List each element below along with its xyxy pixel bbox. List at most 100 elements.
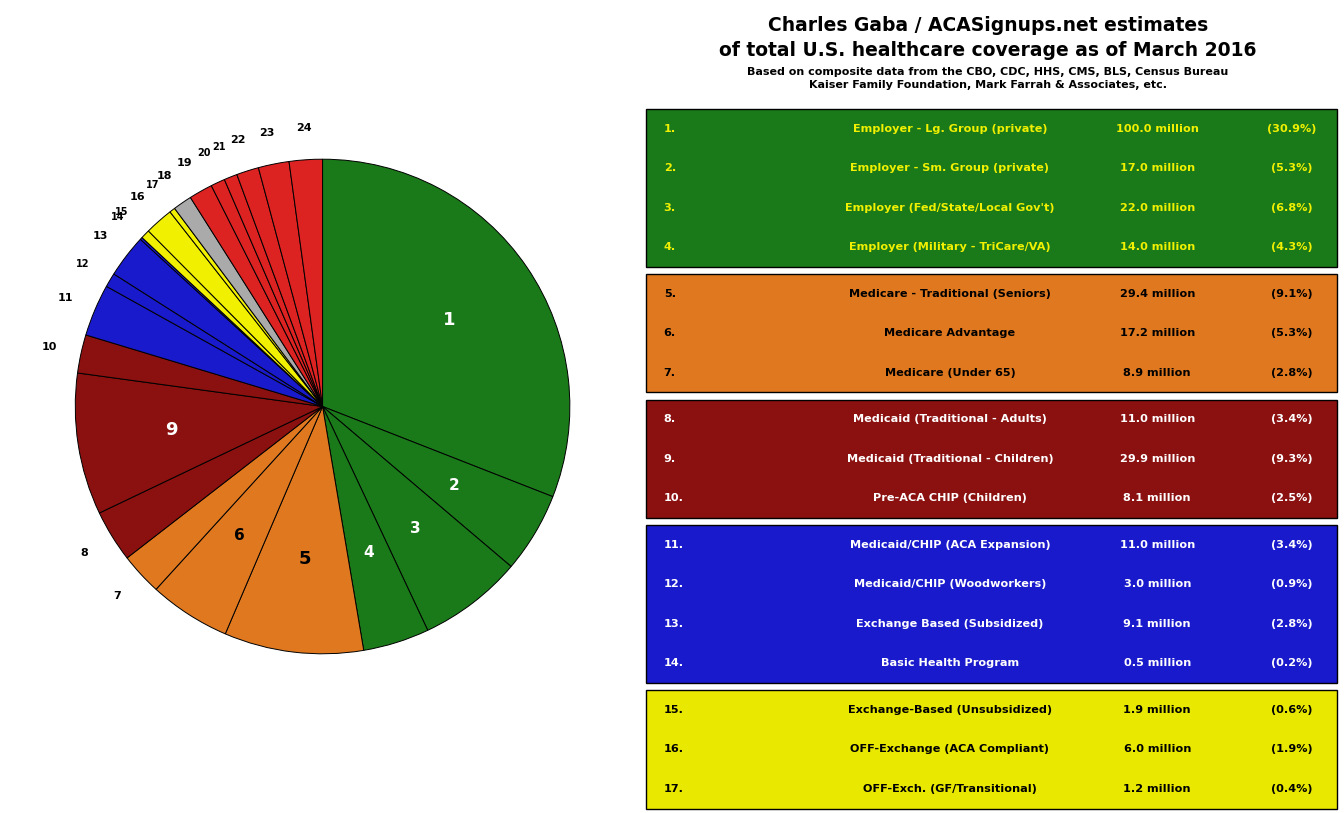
Text: 29.9 million: 29.9 million	[1120, 454, 1195, 463]
Text: 16: 16	[130, 192, 145, 202]
Text: 3: 3	[410, 521, 421, 536]
Text: 11: 11	[58, 293, 73, 302]
Text: 17.0 million: 17.0 million	[1120, 163, 1195, 173]
Text: Employer (Fed/State/Local Gov't): Employer (Fed/State/Local Gov't)	[845, 202, 1055, 212]
Wedge shape	[106, 274, 323, 406]
Text: 18: 18	[156, 172, 172, 181]
Text: 22.0 million: 22.0 million	[1120, 202, 1195, 212]
Text: 17.: 17.	[664, 784, 684, 793]
Wedge shape	[323, 406, 427, 650]
Text: 8.1 million: 8.1 million	[1124, 493, 1191, 503]
Text: 11.: 11.	[664, 540, 684, 550]
Text: (0.4%): (0.4%)	[1271, 784, 1313, 793]
FancyBboxPatch shape	[646, 690, 1337, 809]
Text: 0.5 million: 0.5 million	[1124, 659, 1191, 668]
Text: Employer - Lg. Group (private): Employer - Lg. Group (private)	[852, 124, 1047, 133]
Wedge shape	[323, 406, 511, 630]
Text: (3.4%): (3.4%)	[1271, 540, 1313, 550]
Text: OFF-Exch. (GF/Transitional): OFF-Exch. (GF/Transitional)	[863, 784, 1036, 793]
Wedge shape	[258, 162, 323, 406]
Text: Medicaid (Traditional - Adults): Medicaid (Traditional - Adults)	[853, 415, 1047, 424]
Wedge shape	[323, 159, 570, 497]
Text: Medicare Advantage: Medicare Advantage	[884, 328, 1016, 338]
Wedge shape	[78, 335, 323, 406]
Text: 12: 12	[75, 259, 89, 268]
Wedge shape	[226, 406, 364, 654]
Text: Exchange Based (Subsidized): Exchange Based (Subsidized)	[856, 619, 1044, 628]
Text: 10: 10	[42, 342, 58, 352]
Text: 15: 15	[116, 207, 129, 217]
Text: (30.9%): (30.9%)	[1267, 124, 1317, 133]
Text: 12.: 12.	[664, 580, 684, 589]
Text: (5.3%): (5.3%)	[1271, 163, 1313, 173]
Text: 9: 9	[165, 421, 177, 439]
Text: 21: 21	[212, 142, 226, 152]
Text: Medicaid/CHIP (Woodworkers): Medicaid/CHIP (Woodworkers)	[853, 580, 1046, 589]
Text: Charles Gaba / ACASignups.net estimates: Charles Gaba / ACASignups.net estimates	[767, 16, 1208, 35]
Text: 8: 8	[81, 548, 89, 558]
Text: 22: 22	[230, 135, 246, 146]
Wedge shape	[156, 406, 323, 634]
Text: 1: 1	[444, 311, 456, 329]
Text: 24: 24	[296, 123, 312, 133]
Text: 17.2 million: 17.2 million	[1120, 328, 1195, 338]
Text: 6.0 million: 6.0 million	[1124, 745, 1191, 754]
Text: Medicaid/CHIP (ACA Expansion): Medicaid/CHIP (ACA Expansion)	[849, 540, 1050, 550]
Wedge shape	[114, 239, 323, 406]
Wedge shape	[323, 406, 552, 567]
Text: (3.4%): (3.4%)	[1271, 415, 1313, 424]
Text: 6: 6	[234, 528, 245, 543]
Text: 13.: 13.	[664, 619, 684, 628]
Text: 13: 13	[93, 232, 109, 241]
Wedge shape	[75, 373, 323, 513]
Text: Basic Health Program: Basic Health Program	[880, 659, 1019, 668]
Wedge shape	[211, 180, 323, 406]
Text: (9.3%): (9.3%)	[1271, 454, 1313, 463]
Text: 4: 4	[363, 546, 374, 560]
Text: 15.: 15.	[664, 705, 684, 715]
Text: (0.6%): (0.6%)	[1271, 705, 1313, 715]
Text: 6.: 6.	[664, 328, 676, 338]
Text: Medicare (Under 65): Medicare (Under 65)	[884, 367, 1015, 377]
Text: (6.8%): (6.8%)	[1271, 202, 1313, 212]
Wedge shape	[86, 286, 323, 406]
Wedge shape	[169, 208, 323, 406]
Text: (1.9%): (1.9%)	[1271, 745, 1313, 754]
Wedge shape	[175, 198, 323, 406]
Text: 9.1 million: 9.1 million	[1124, 619, 1191, 628]
Text: (9.1%): (9.1%)	[1271, 289, 1313, 298]
Text: 20: 20	[198, 148, 211, 159]
Text: 7.: 7.	[664, 367, 676, 377]
Text: (2.8%): (2.8%)	[1271, 367, 1313, 377]
Wedge shape	[224, 175, 323, 406]
Text: 8.: 8.	[664, 415, 676, 424]
Text: Employer - Sm. Group (private): Employer - Sm. Group (private)	[851, 163, 1050, 173]
Text: Exchange-Based (Unsubsidized): Exchange-Based (Unsubsidized)	[848, 705, 1052, 715]
Text: 1.2 million: 1.2 million	[1124, 784, 1191, 793]
Text: (0.9%): (0.9%)	[1271, 580, 1313, 589]
FancyBboxPatch shape	[646, 274, 1337, 393]
Text: 14: 14	[110, 211, 125, 221]
FancyBboxPatch shape	[646, 525, 1337, 683]
Text: OFF-Exchange (ACA Compliant): OFF-Exchange (ACA Compliant)	[851, 745, 1050, 754]
Text: 1.: 1.	[664, 124, 676, 133]
Wedge shape	[237, 167, 323, 406]
Wedge shape	[128, 406, 323, 589]
Text: 5.: 5.	[664, 289, 676, 298]
Text: 100.0 million: 100.0 million	[1116, 124, 1199, 133]
Text: 3.0 million: 3.0 million	[1124, 580, 1191, 589]
Text: 29.4 million: 29.4 million	[1120, 289, 1195, 298]
Text: 4.: 4.	[664, 242, 676, 252]
Text: (2.8%): (2.8%)	[1271, 619, 1313, 628]
Text: (5.3%): (5.3%)	[1271, 328, 1313, 338]
Text: Medicaid (Traditional - Children): Medicaid (Traditional - Children)	[847, 454, 1054, 463]
Text: (0.2%): (0.2%)	[1271, 659, 1313, 668]
Wedge shape	[148, 212, 323, 406]
Text: Employer (Military - TriCare/VA): Employer (Military - TriCare/VA)	[849, 242, 1051, 252]
Text: 2.: 2.	[664, 163, 676, 173]
Text: 3.: 3.	[664, 202, 676, 212]
FancyBboxPatch shape	[646, 109, 1337, 267]
Text: 14.: 14.	[664, 659, 684, 668]
Text: 8.9 million: 8.9 million	[1124, 367, 1191, 377]
Wedge shape	[142, 231, 323, 406]
